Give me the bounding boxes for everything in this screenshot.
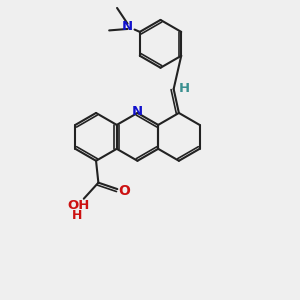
Text: N: N bbox=[132, 105, 143, 118]
Text: N: N bbox=[122, 20, 133, 33]
Text: H: H bbox=[72, 209, 82, 222]
Text: OH: OH bbox=[68, 199, 90, 212]
Text: O: O bbox=[118, 184, 130, 197]
Text: H: H bbox=[179, 82, 190, 95]
